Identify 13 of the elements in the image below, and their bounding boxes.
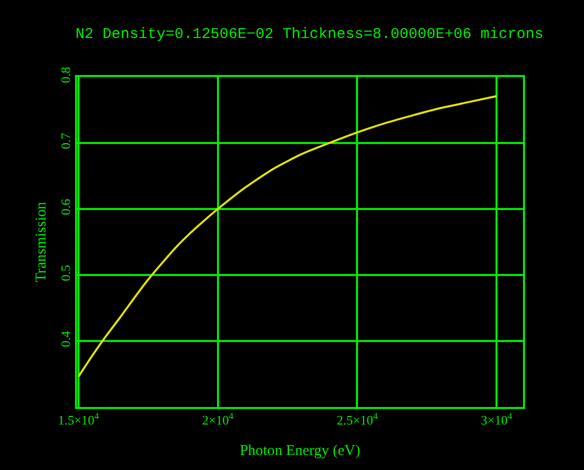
y-tick-label: 0.5 [58, 264, 73, 282]
y-axis-title: Transmission [34, 201, 50, 282]
x-tick-label: 3×10$^{4}$ [480, 411, 513, 428]
y-tick-label: 0.4 [58, 330, 73, 348]
chart-title: N2 Density=0.12506E−02 Thickness=8.00000E+06 microns [75, 26, 544, 44]
x-axis-title: Photon Energy (eV) [240, 443, 360, 460]
y-tick-label: 0.7 [58, 132, 73, 150]
y-tick-label: 0.8 [58, 66, 73, 84]
x-tick-label: 1.5×10$^{4}$ [58, 411, 100, 428]
x-tick-label: 2.5×10$^{4}$ [336, 411, 378, 428]
y-tick-label: 0.6 [58, 198, 73, 216]
line-series [77, 95, 498, 378]
x-tick-label: 2×10$^{4}$ [202, 411, 234, 428]
